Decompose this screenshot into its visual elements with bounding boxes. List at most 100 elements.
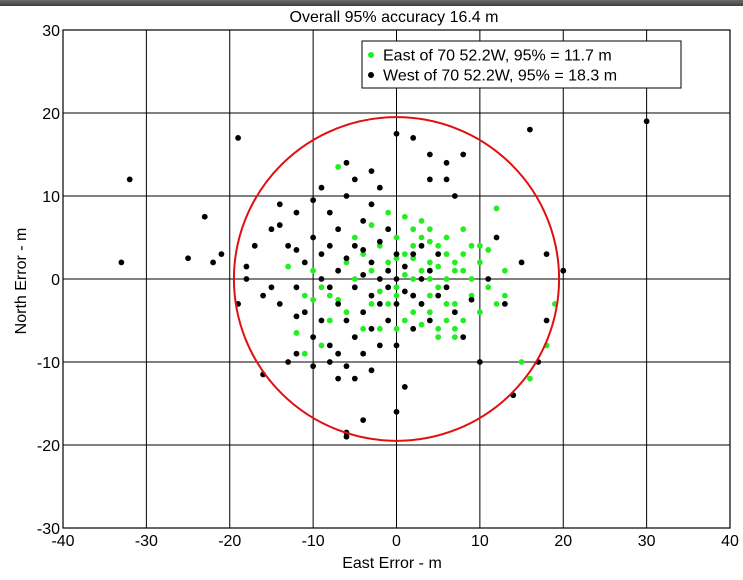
data-point: [185, 255, 191, 262]
data-point: [393, 234, 400, 241]
data-point: [368, 292, 375, 299]
x-tick-label: -10: [302, 533, 325, 550]
data-point: [493, 205, 500, 212]
data-point: [435, 334, 442, 340]
data-point: [368, 301, 375, 307]
data-point: [476, 259, 483, 266]
legend-marker: [368, 72, 374, 78]
data-point: [543, 317, 550, 324]
data-point: [410, 226, 417, 233]
data-point: [460, 226, 467, 233]
data-point: [318, 276, 325, 282]
data-point: [460, 251, 467, 257]
data-point: [251, 242, 258, 249]
data-point: [285, 263, 292, 270]
data-point: [335, 375, 342, 382]
data-point: [385, 317, 392, 324]
data-point: [335, 296, 342, 303]
data-point: [293, 350, 300, 357]
data-point: [443, 301, 450, 307]
legend-marker: [368, 52, 374, 58]
y-tick-label: -20: [37, 438, 60, 455]
data-point: [543, 251, 550, 257]
data-point: [385, 267, 392, 274]
data-point: [410, 276, 417, 282]
data-point: [326, 359, 333, 365]
data-point: [401, 317, 408, 324]
data-point: [376, 238, 383, 245]
data-point: [310, 197, 317, 204]
data-point: [335, 226, 342, 233]
data-point: [376, 301, 383, 307]
data-point: [326, 284, 333, 291]
data-point: [351, 334, 358, 340]
data-point: [318, 284, 325, 291]
data-point: [310, 267, 317, 274]
data-point: [293, 247, 300, 253]
data-point: [118, 259, 125, 266]
data-point: [426, 267, 433, 274]
data-point: [501, 267, 508, 274]
data-point: [385, 209, 392, 216]
data-point: [301, 309, 308, 316]
data-point: [518, 259, 525, 266]
data-point: [476, 242, 483, 249]
data-point: [343, 159, 350, 166]
data-point: [276, 222, 283, 228]
data-point: [401, 271, 408, 278]
data-point: [426, 226, 433, 233]
data-point: [393, 342, 400, 349]
data-point: [343, 317, 350, 324]
data-point: [301, 259, 308, 266]
data-point: [368, 222, 375, 228]
data-point: [326, 209, 333, 216]
data-point: [360, 247, 367, 253]
data-point: [451, 309, 458, 316]
data-point: [560, 267, 567, 274]
data-point: [351, 375, 358, 382]
data-point: [326, 317, 333, 324]
data-point: [318, 251, 325, 257]
y-tick-label: -30: [37, 521, 60, 538]
legend-box: [361, 40, 682, 89]
data-point: [343, 193, 350, 199]
data-point: [351, 242, 358, 249]
data-point: [385, 226, 392, 233]
data-point: [268, 284, 275, 291]
data-point: [360, 271, 367, 278]
data-point: [418, 234, 425, 241]
data-point: [326, 292, 333, 299]
data-point: [468, 276, 475, 282]
data-point: [285, 242, 292, 249]
data-point: [426, 259, 433, 266]
data-point: [451, 259, 458, 266]
x-tick-label: -20: [218, 533, 241, 550]
data-point: [443, 284, 450, 291]
data-point: [485, 276, 492, 282]
data-point: [393, 284, 400, 291]
data-point: [443, 159, 450, 166]
data-point: [360, 309, 367, 316]
data-point: [485, 284, 492, 291]
data-point: [460, 151, 467, 158]
data-point: [243, 263, 250, 270]
y-axis-label: North Error - m: [13, 228, 30, 335]
data-point: [385, 259, 392, 266]
data-point: [335, 164, 342, 170]
data-point: [493, 301, 500, 307]
data-point: [401, 213, 408, 220]
data-point: [468, 292, 475, 299]
data-point: [301, 350, 308, 357]
data-point: [343, 255, 350, 262]
data-point: [443, 234, 450, 241]
data-point: [351, 276, 358, 282]
data-point: [426, 238, 433, 245]
data-point: [518, 359, 525, 365]
data-point: [285, 359, 292, 365]
data-point: [401, 384, 408, 390]
data-point: [527, 375, 533, 382]
data-point: [376, 288, 383, 295]
data-point: [210, 259, 216, 266]
data-point: [343, 363, 350, 370]
